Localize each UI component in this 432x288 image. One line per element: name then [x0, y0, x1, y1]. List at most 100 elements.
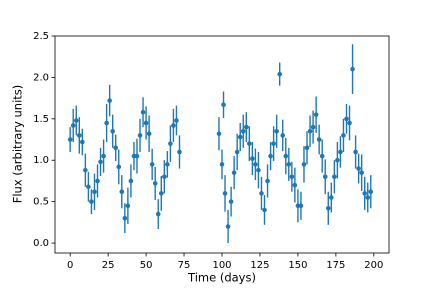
- data-point: [110, 128, 115, 134]
- data-point: [304, 145, 310, 151]
- data-point: [271, 141, 276, 146]
- data-point: [174, 118, 179, 123]
- data-point: [70, 123, 76, 128]
- data-point: [313, 112, 319, 117]
- data-point: [253, 162, 258, 167]
- data-point: [216, 131, 222, 137]
- data-point: [83, 167, 88, 173]
- x-axis-label: Time (days): [187, 271, 256, 285]
- data-point: [171, 123, 176, 128]
- data-point: [98, 159, 103, 165]
- y-tick-label: 2.0: [33, 72, 49, 83]
- data-point: [368, 189, 374, 195]
- data-point: [243, 124, 249, 130]
- data-point: [240, 128, 246, 134]
- y-tick-label: 1.5: [33, 114, 49, 125]
- data-point: [259, 191, 264, 196]
- data-point: [310, 124, 316, 130]
- data-point: [168, 141, 173, 146]
- data-point: [289, 174, 295, 180]
- data-point: [128, 178, 134, 184]
- data-point: [152, 181, 158, 186]
- y-tick-label: 2.5: [33, 31, 49, 42]
- data-point: [219, 162, 225, 167]
- data-point: [221, 102, 226, 108]
- data-point: [325, 205, 331, 211]
- data-point: [80, 139, 85, 145]
- data-point: [113, 145, 119, 151]
- data-point: [265, 178, 270, 184]
- data-point: [155, 211, 161, 217]
- data-point: [177, 149, 182, 155]
- data-point: [146, 131, 152, 137]
- x-tick-label: 175: [326, 260, 345, 271]
- data-point: [73, 118, 79, 123]
- data-point: [228, 199, 234, 204]
- data-point: [140, 109, 146, 115]
- plot-frame: [54, 35, 390, 254]
- data-point: [67, 137, 73, 142]
- data-point: [280, 133, 286, 138]
- data-point: [332, 174, 337, 180]
- data-point: [298, 203, 304, 209]
- y-tick-label: 0.0: [33, 238, 49, 249]
- data-point: [125, 203, 131, 209]
- x-tick-label: 150: [288, 260, 307, 271]
- data-point: [338, 149, 343, 155]
- data-point: [225, 224, 231, 229]
- data-point: [122, 215, 128, 221]
- x-tick-label: 75: [178, 260, 191, 271]
- data-point: [356, 166, 361, 171]
- data-point: [134, 153, 140, 159]
- data-point: [137, 133, 143, 138]
- data-point: [162, 174, 167, 180]
- data-point: [286, 162, 292, 167]
- data-point: [365, 195, 371, 200]
- data-point: [231, 170, 237, 175]
- data-point: [301, 162, 307, 167]
- y-axis-label: Flux (arbitrary units): [11, 85, 25, 204]
- data-point: [116, 164, 122, 170]
- x-tick-label: 200: [364, 260, 383, 271]
- data-point: [165, 162, 170, 167]
- data-point: [268, 153, 273, 159]
- data-point: [347, 120, 352, 126]
- x-tick-label: 0: [67, 260, 73, 271]
- data-point: [101, 153, 106, 159]
- data-point: [322, 174, 328, 180]
- data-point: [149, 162, 155, 167]
- y-tick-label: 0.5: [33, 197, 49, 208]
- data-point: [89, 199, 94, 204]
- data-point: [277, 71, 282, 77]
- data-point: [341, 133, 346, 138]
- data-point: [316, 137, 322, 142]
- data-point: [256, 167, 261, 173]
- data-point: [350, 66, 355, 72]
- data-point: [292, 182, 298, 188]
- data-point: [319, 153, 325, 159]
- data-point: [107, 98, 112, 103]
- data-point: [234, 149, 240, 155]
- data-point: [283, 153, 289, 159]
- data-point: [353, 149, 358, 155]
- x-tick-label: 125: [250, 260, 269, 271]
- data-point: [95, 178, 100, 184]
- y-tick-label: 1.0: [33, 155, 49, 166]
- data-point: [307, 128, 313, 134]
- data-point: [119, 189, 125, 195]
- x-tick-label: 25: [102, 260, 115, 271]
- data-point: [274, 128, 279, 134]
- data-point: [158, 191, 164, 196]
- data-point: [329, 195, 334, 200]
- data-point: [362, 191, 368, 196]
- data-point: [359, 170, 364, 175]
- data-point: [222, 191, 228, 196]
- data-point: [76, 133, 82, 138]
- data-point: [92, 189, 97, 195]
- data-point: [344, 116, 349, 122]
- data-point: [250, 156, 255, 161]
- data-point: [86, 184, 91, 190]
- data-point: [237, 134, 243, 140]
- data-point: [143, 120, 149, 126]
